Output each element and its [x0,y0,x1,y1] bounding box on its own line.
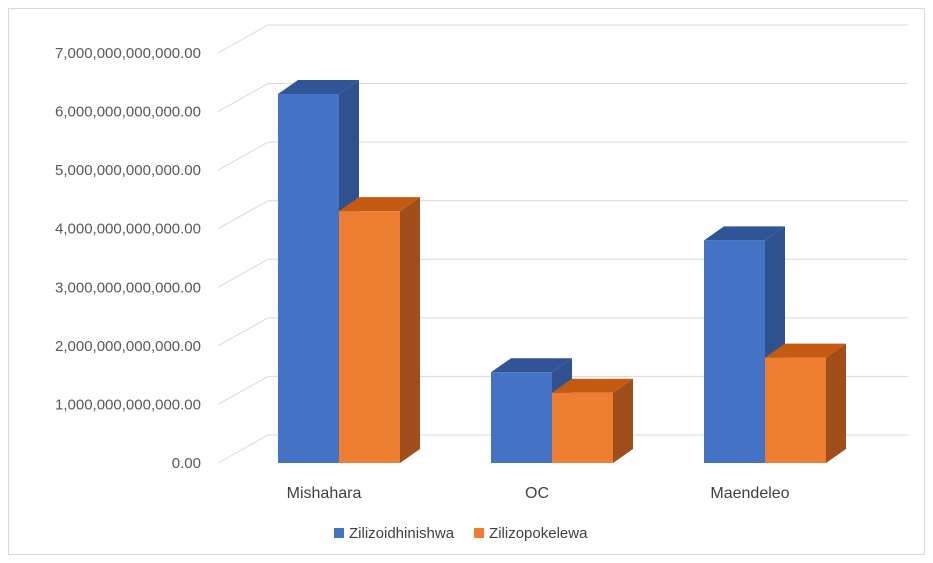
bar-front [552,392,613,463]
bar-top [339,197,420,212]
gridline-0 [217,434,908,464]
x-axis-category-labels: Mishahara OC Maendeleo [287,485,790,502]
y-tick-label-7: 7,000,000,000,000.00 [55,45,201,62]
gridline-7 [217,24,908,54]
bar-top [552,378,633,393]
gridline-1 [217,375,908,405]
x-category-label-0: Mishahara [287,485,362,502]
legend-swatch [474,528,485,538]
y-tick-label-3: 3,000,000,000,000.00 [55,279,201,296]
gridline-3 [217,258,908,288]
x-category-label-2: Maendeleo [710,485,789,502]
bar-front [765,357,826,463]
bar-side [826,343,846,463]
bar-front [339,211,400,463]
gridline-2 [217,317,908,347]
bars [278,80,846,463]
x-category-label-1: OC [525,485,549,502]
y-tick-label-2: 2,000,000,000,000.00 [55,338,201,355]
gridline-5 [217,141,908,171]
legend-swatch [334,528,344,538]
bar-top [278,80,359,94]
bar-side [613,378,633,463]
bar-top [765,343,846,358]
y-tick-label-4: 4,000,000,000,000.00 [55,221,201,238]
gridlines [217,24,908,464]
y-axis-tick-labels: 0.00 1,000,000,000,000.00 2,000,000,000,00… [55,45,201,472]
legend-item-1: Zilizopokelewa [474,525,588,542]
legend-label: Zilizopokelewa [489,525,588,542]
y-tick-label-6: 6,000,000,000,000.00 [55,104,201,121]
bar-front [704,240,765,463]
bar-front [278,94,339,463]
bar-side [400,197,420,463]
bar-front [491,372,552,463]
legend: Zilizoidhinishwa Zilizopokelewa [334,525,588,542]
legend-item-0: Zilizoidhinishwa [334,525,455,542]
y-tick-label-5: 5,000,000,000,000.00 [55,162,201,179]
bar-zilizopokelewa-oc [552,378,633,463]
bar-zilizopokelewa-mishahara [339,197,420,463]
legend-label: Zilizoidhinishwa [349,525,455,542]
bar-top [491,358,572,373]
bar-zilizopokelewa-maendeleo [765,343,846,463]
y-tick-label-0: 0.00 [172,455,201,472]
y-tick-label-1: 1,000,000,000,000.00 [55,396,201,413]
gridline-4 [217,200,908,230]
gridline-6 [217,83,908,113]
bar-top [704,226,785,241]
